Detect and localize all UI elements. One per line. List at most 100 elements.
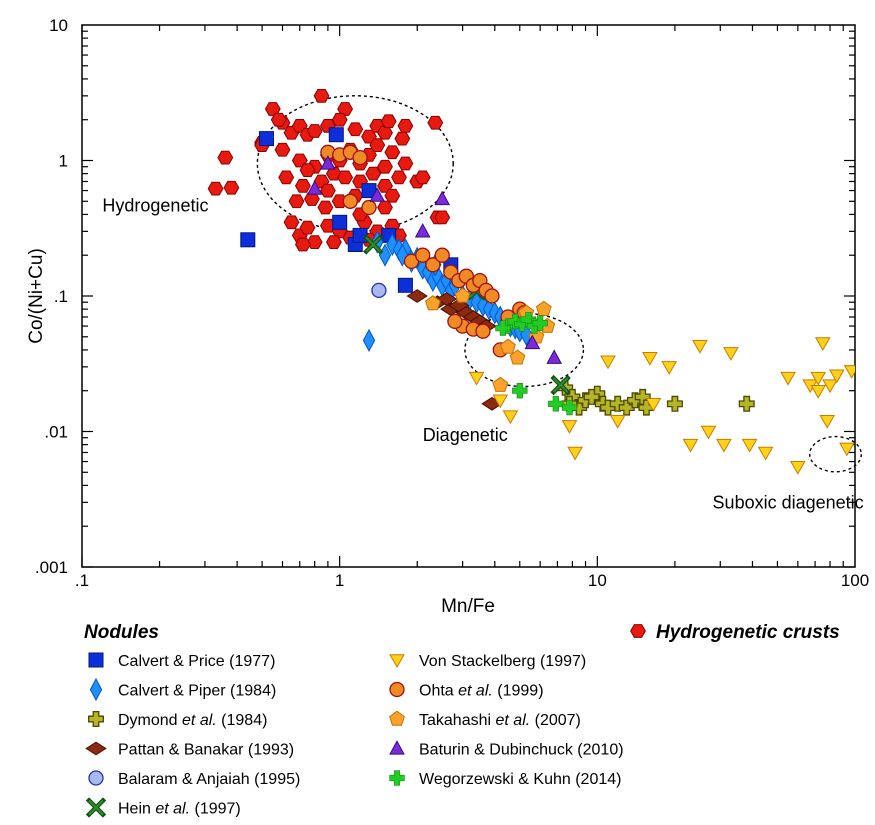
legend-label-part: Pattan & Banakar (1993) <box>118 742 294 759</box>
data-point <box>550 374 571 396</box>
marker-shape <box>723 347 739 361</box>
marker-shape <box>384 145 401 160</box>
x-axis-label: Mn/Fe <box>441 596 495 617</box>
legend-label: Wegorzewski & Kuhn (2014) <box>419 771 621 788</box>
data-point <box>814 337 831 352</box>
marker-shape <box>561 420 578 434</box>
data-point <box>642 352 658 366</box>
marker-shape <box>828 369 845 384</box>
marker-shape <box>741 438 758 453</box>
legend-label-part: (1984) <box>217 712 268 729</box>
data-point <box>299 220 316 235</box>
data-point <box>414 222 431 238</box>
legend-label-part: Von Stackelberg (1997) <box>419 653 586 670</box>
marker-shape <box>207 181 224 196</box>
data-point <box>700 425 717 440</box>
marker-shape <box>618 399 635 416</box>
data-point <box>377 159 393 174</box>
legend: Nodules Hydrogenetic crusts Calvert & Pr… <box>84 622 840 818</box>
data-point <box>492 376 509 392</box>
data-point <box>475 323 491 339</box>
data-point <box>434 190 451 206</box>
marker-shape <box>389 770 405 786</box>
marker-shape <box>389 740 405 755</box>
marker-shape <box>638 399 655 416</box>
marker-shape <box>548 396 564 412</box>
data-point <box>723 347 739 361</box>
data-point <box>666 395 683 412</box>
data-point <box>492 394 509 409</box>
marker-shape <box>325 235 342 249</box>
marker-shape <box>377 159 393 174</box>
data-point <box>583 388 600 405</box>
marker-shape <box>328 127 344 143</box>
marker-shape <box>88 799 104 816</box>
data-point <box>363 234 384 255</box>
data-point <box>377 200 393 215</box>
data-point <box>810 371 827 386</box>
data-point <box>741 438 758 453</box>
marker-shape <box>415 247 431 263</box>
data-point <box>369 187 386 202</box>
data-point <box>223 180 240 195</box>
legend-heading-crusts: Hydrogenetic crusts <box>656 622 840 643</box>
legend-label-part: Hein <box>118 801 155 818</box>
marker-shape <box>425 257 441 273</box>
data-point <box>288 194 305 209</box>
data-point <box>561 399 578 416</box>
data-point <box>361 199 377 216</box>
data-point <box>512 383 528 399</box>
data-point <box>377 125 393 140</box>
region-ellipse <box>809 435 862 473</box>
marker-shape <box>600 355 616 370</box>
marker-shape <box>819 415 836 429</box>
data-point <box>240 232 256 248</box>
data-point <box>207 181 224 196</box>
legend-label: Ohta et al. (1999) <box>419 683 544 700</box>
marker-shape <box>337 102 354 116</box>
marker-shape <box>397 119 414 133</box>
data-point <box>406 289 428 303</box>
legend-marker <box>89 677 103 702</box>
data-point <box>600 355 616 370</box>
data-point <box>217 150 234 165</box>
legend-marker <box>88 770 104 786</box>
data-point <box>325 235 342 249</box>
data-point <box>384 145 401 160</box>
data-point <box>434 210 451 225</box>
marker-shape <box>716 438 732 453</box>
data-point <box>661 361 678 375</box>
marker-shape <box>369 187 386 202</box>
marker-shape <box>331 112 348 127</box>
data-point <box>306 124 323 138</box>
axes: .1 1 10 100 .001 .01 .1 1 10 <box>35 16 869 590</box>
marker-shape <box>319 218 336 233</box>
legend-label-part: Balaram & Anjaiah (1995) <box>118 771 300 788</box>
marker-shape <box>283 215 300 230</box>
marker-shape <box>217 150 234 165</box>
marker-shape <box>495 320 511 336</box>
data-point <box>394 131 411 146</box>
data-point <box>682 438 699 453</box>
legend-marker <box>88 652 104 668</box>
data-point <box>819 415 836 429</box>
y-tick-label: .001 <box>35 558 68 577</box>
data-point <box>424 295 441 311</box>
x-tick-label: 1 <box>335 571 344 590</box>
marker-shape <box>535 300 552 316</box>
marker-shape <box>434 190 451 206</box>
marker-shape <box>342 193 358 209</box>
data-point <box>391 170 407 185</box>
data-point <box>716 438 732 453</box>
data-point <box>319 183 336 198</box>
data-point <box>384 188 401 203</box>
legend-label-italic: et al. <box>496 712 531 729</box>
axis-labels: Mn/Fe Co/(Ni+Cu) <box>26 248 495 617</box>
data-point <box>645 398 662 412</box>
data-point <box>352 227 368 243</box>
marker-shape <box>361 199 377 216</box>
marker-shape <box>492 376 509 392</box>
marker-shape <box>362 328 376 352</box>
legend-label-part: (1999) <box>493 683 544 700</box>
